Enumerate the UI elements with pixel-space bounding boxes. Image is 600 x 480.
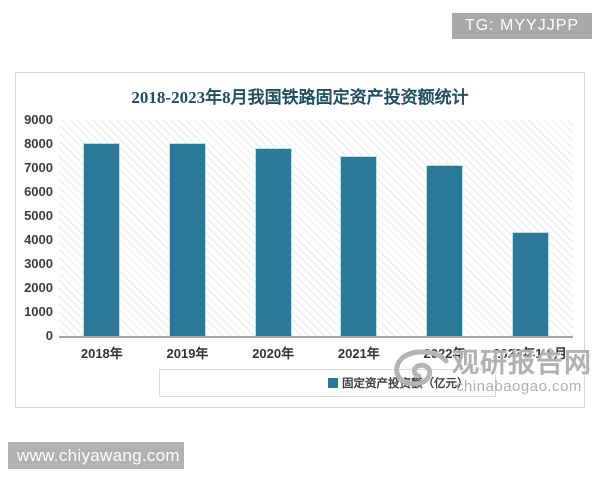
y-axis-tick-label: 8000: [24, 136, 53, 151]
x-axis-label: 2021年: [337, 346, 380, 361]
chart-panel: 2018-2023年8月我国铁路固定资产投资额统计 0 1000 2000 3000 4…: [15, 72, 585, 408]
bar-2018年: [83, 143, 121, 336]
bar-2022年: [426, 165, 463, 336]
bar-2021年: [340, 156, 378, 336]
bar-2023年1-8月: [511, 232, 549, 336]
plot-area: [59, 120, 573, 338]
x-axis-label: 2023年1-8月: [493, 346, 568, 361]
y-axis-tick-label: 3000: [24, 256, 53, 271]
telegram-contact-label: TG: MYYJJPP: [464, 17, 580, 34]
y-axis-tick-label: 7000: [24, 160, 53, 175]
bar-2019年: [169, 143, 206, 336]
y-axis-tick-label: 0: [45, 328, 53, 343]
y-axis-tick-label: 9000: [24, 112, 53, 127]
x-axis-label: 2018年: [80, 346, 123, 361]
bar-2020年: [254, 148, 292, 336]
x-axis-label: 2019年: [166, 346, 209, 361]
chart-title: 2018-2023年8月我国铁路固定资产投资额统计: [131, 88, 469, 107]
x-axis-label: 2022年: [423, 346, 466, 361]
legend-label: 固定资产投资额（亿元）: [342, 378, 469, 390]
y-axis-tick-label: 6000: [24, 184, 53, 199]
y-axis-tick-label: 1000: [24, 304, 53, 319]
legend-box: 固定资产投资额（亿元）: [159, 369, 496, 397]
y-axis: 0 1000 2000 3000 4000 5000 6000 7000 8000 9000: [16, 112, 53, 343]
footer-url-bar: www.chiyawang.com: [8, 442, 184, 469]
y-axis-tick-label: 4000: [24, 232, 53, 247]
telegram-contact-badge: TG: MYYJJPP: [452, 13, 592, 39]
x-axis-label: 2020年: [252, 346, 295, 361]
footer-url-text: www.chiyawang.com: [17, 445, 180, 465]
legend-swatch: [328, 378, 338, 388]
y-axis-tick-label: 2000: [24, 280, 53, 295]
y-axis-tick-label: 5000: [24, 208, 53, 223]
